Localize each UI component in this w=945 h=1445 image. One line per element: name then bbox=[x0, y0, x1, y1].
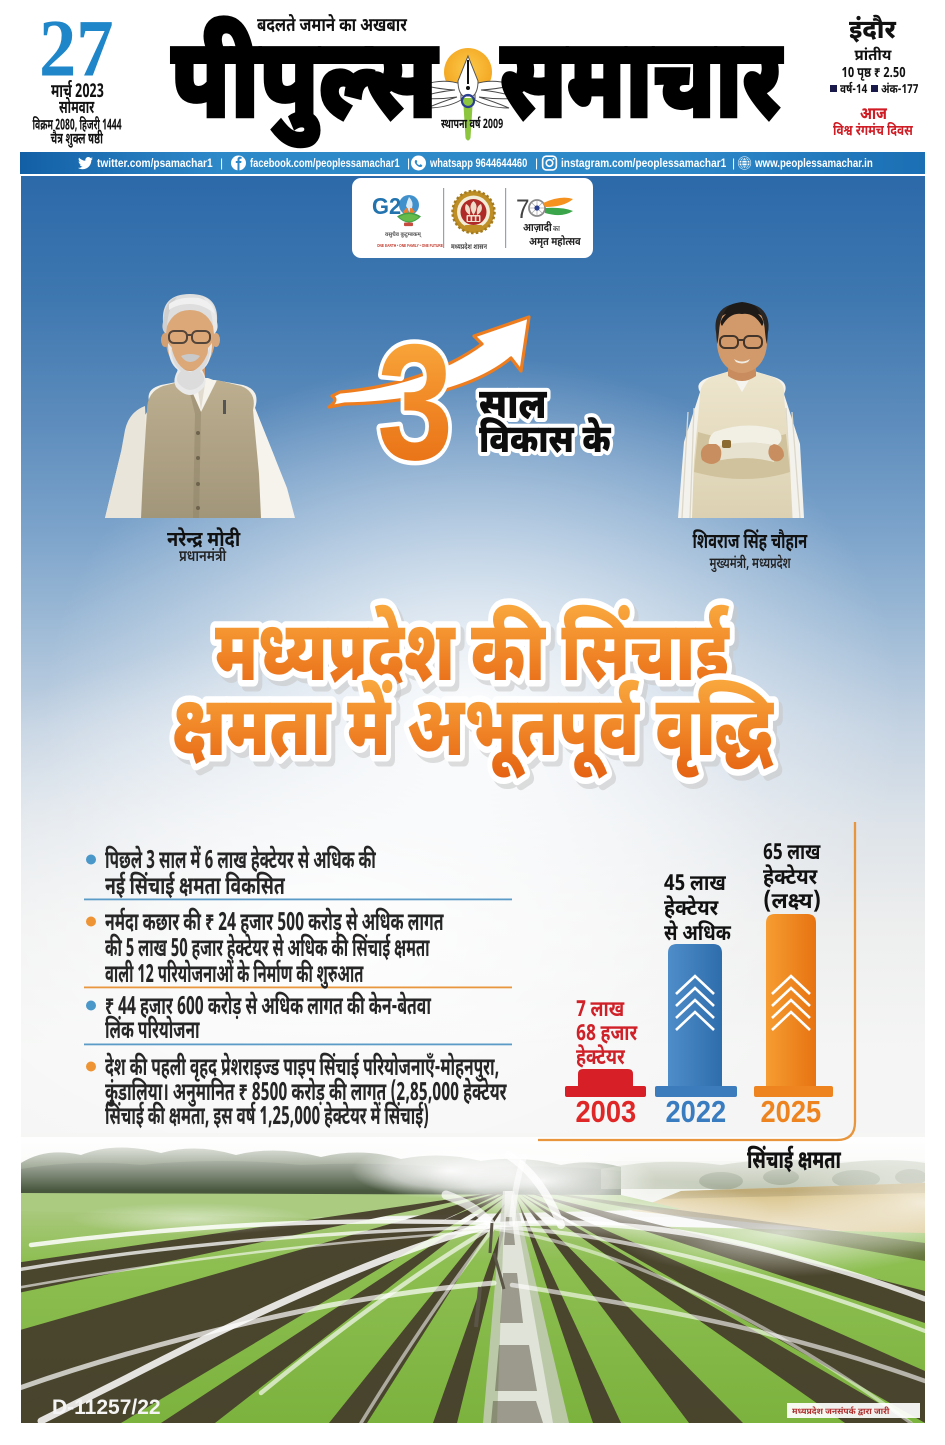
svg-text:नर्मदा कछार की ₹ 24 हजार 500 क: नर्मदा कछार की ₹ 24 हजार 500 करोड़ से अध… bbox=[105, 907, 444, 940]
svg-text:मध्यप्रदेश की सिंचाई: मध्यप्रदेश की सिंचाई bbox=[215, 604, 731, 715]
svg-text:समाचार: समाचार bbox=[500, 17, 784, 163]
svg-text:68 हजार: 68 हजार bbox=[576, 1021, 638, 1050]
svg-text:की 5 लाख 50 हजार हेक्टेयर से अ: की 5 लाख 50 हजार हेक्टेयर से अधिक की सिं… bbox=[105, 933, 430, 967]
svg-text:G2: G2 bbox=[372, 193, 401, 219]
svg-text:लिंक परियोजना: लिंक परियोजना bbox=[105, 1015, 200, 1049]
svg-text:वाली 12 परियोजनाओं के निर्माण: वाली 12 परियोजनाओं के निर्माण की शुरुआत bbox=[105, 959, 364, 993]
svg-text:मध्यप्रदेश जनसंपर्क द्वारा जार: मध्यप्रदेश जनसंपर्क द्वारा जारी bbox=[792, 1406, 890, 1418]
svg-text:प्रांतीय: प्रांतीय bbox=[855, 46, 892, 67]
svg-text:अमृत महोत्सव: अमृत महोत्सव bbox=[529, 234, 581, 250]
svg-text:क्षमता में अभूतपूर्व वृद्धि: क्षमता में अभूतपूर्व वृद्धि bbox=[177, 684, 779, 795]
svg-text:कुंडालिया। अनुमानित ₹ 8500 करो: कुंडालिया। अनुमानित ₹ 8500 करोड़ की लागत… bbox=[105, 1077, 507, 1111]
svg-text:पिछले 3 साल में 6 लाख हेक्टेयर: पिछले 3 साल में 6 लाख हेक्टेयर से अधिक क… bbox=[105, 845, 376, 879]
svg-text:विक्रम 2080, हिजरी 1444: विक्रम 2080, हिजरी 1444 bbox=[33, 116, 122, 136]
svg-text:मार्च 2023: मार्च 2023 bbox=[51, 79, 104, 105]
svg-text:स्थापना वर्ष 2009: स्थापना वर्ष 2009 bbox=[441, 116, 503, 133]
svg-text:प्रधानमंत्री: प्रधानमंत्री bbox=[179, 547, 227, 568]
svg-text:सिंचाई की क्षमता, इस वर्ष 1,25: सिंचाई की क्षमता, इस वर्ष 1,25,000 हेक्ट… bbox=[105, 1101, 429, 1135]
svg-text:10 पृष्ठ ₹ 2.50: 10 पृष्ठ ₹ 2.50 bbox=[842, 66, 906, 84]
svg-text:सिंचाई क्षमता: सिंचाई क्षमता bbox=[747, 1145, 841, 1178]
svg-text:साल: साल bbox=[479, 380, 547, 435]
svg-text:नरेन्द्र मोदी: नरेन्द्र मोदी bbox=[167, 527, 241, 556]
svg-text:से अधिक: से अधिक bbox=[664, 919, 732, 949]
svg-text:7: 7 bbox=[516, 195, 530, 224]
svg-text:का: का bbox=[553, 225, 561, 235]
svg-text:whatsapp 9644644460: whatsapp 9644644460 bbox=[429, 157, 527, 170]
svg-text:वर्ष-14: वर्ष-14 bbox=[840, 81, 868, 99]
svg-text:चैत्र शुक्ल षष्ठी: चैत्र शुक्ल षष्ठी bbox=[51, 129, 104, 151]
svg-text:₹ 44 हजार 600 करोड़ से अधिक ला: ₹ 44 हजार 600 करोड़ से अधिक लागत की केन-… bbox=[105, 991, 432, 1025]
svg-text:twitter.com/psamachar1: twitter.com/psamachar1 bbox=[97, 157, 213, 170]
svg-text:पीपुल्स: पीपुल्स bbox=[171, 16, 439, 162]
svg-text:हेक्टेयर: हेक्टेयर bbox=[664, 895, 719, 925]
svg-text:|: | bbox=[407, 156, 410, 170]
svg-text:|: | bbox=[220, 156, 223, 170]
svg-text:ONE EARTH • ONE FAMILY • ONE F: ONE EARTH • ONE FAMILY • ONE FUTURE bbox=[377, 244, 443, 248]
svg-text:हेक्टेयर: हेक्टेयर bbox=[763, 864, 818, 894]
svg-text:27: 27 bbox=[39, 2, 114, 93]
svg-text:instagram.com/peoplessamachar1: instagram.com/peoplessamachar1 bbox=[561, 157, 726, 170]
svg-text:65 लाख: 65 लाख bbox=[763, 840, 821, 869]
svg-text:मुख्यमंत्री, मध्यप्रदेश: मुख्यमंत्री, मध्यप्रदेश bbox=[710, 554, 791, 575]
svg-text:बदलते जमाने का अखबार: बदलते जमाने का अखबार bbox=[257, 13, 407, 40]
svg-text:अंक-177: अंक-177 bbox=[881, 82, 918, 99]
svg-text:विकास के: विकास के bbox=[479, 416, 611, 468]
svg-text:2003: 2003 bbox=[576, 1095, 637, 1129]
svg-text:देश की पहली वृहद प्रेशराइज्ड प: देश की पहली वृहद प्रेशराइज्ड पाइप सिंचाई… bbox=[105, 1052, 499, 1086]
svg-text:सोमवार: सोमवार bbox=[59, 96, 95, 121]
svg-text:2022: 2022 bbox=[666, 1095, 727, 1129]
svg-text:क्षमता में अभूतपूर्व वृद्धि: क्षमता में अभूतपूर्व वृद्धि bbox=[173, 679, 775, 790]
svg-text:वसुधैव कुटुम्बकम्: वसुधैव कुटुम्बकम् bbox=[385, 231, 422, 239]
svg-text:शिवराज सिंह चौहान: शिवराज सिंह चौहान bbox=[693, 528, 808, 557]
svg-text:|: | bbox=[535, 156, 538, 170]
svg-text:आज: आज bbox=[860, 105, 888, 127]
svg-text:www.peoplessamachar.in: www.peoplessamachar.in bbox=[754, 157, 873, 170]
svg-text:मध्यप्रदेश शासन: मध्यप्रदेश शासन bbox=[451, 242, 487, 252]
svg-text:मध्यप्रदेश की सिंचाई: मध्यप्रदेश की सिंचाई bbox=[219, 609, 735, 720]
svg-text:3: 3 bbox=[377, 311, 453, 495]
svg-text:45 लाख: 45 लाख bbox=[664, 872, 727, 900]
svg-text:विश्व रंगमंच दिवस: विश्व रंगमंच दिवस bbox=[833, 122, 913, 142]
svg-text:इंदौर: इंदौर bbox=[849, 15, 896, 50]
svg-text:2025: 2025 bbox=[761, 1095, 822, 1129]
svg-text:|: | bbox=[732, 156, 735, 170]
svg-text:हेक्टेयर: हेक्टेयर bbox=[576, 1044, 626, 1074]
svg-text:आज़ादी: आज़ादी bbox=[523, 220, 553, 236]
svg-text:D-11257/22: D-11257/22 bbox=[52, 1396, 161, 1419]
svg-text:7 लाख: 7 लाख bbox=[576, 997, 625, 1026]
svg-text:(लक्ष्य): (लक्ष्य) bbox=[763, 888, 821, 917]
svg-text:नई सिंचाई क्षमता विकसित: नई सिंचाई क्षमता विकसित bbox=[105, 871, 285, 905]
svg-text:facebook.com/peoplessamachar1: facebook.com/peoplessamachar1 bbox=[250, 157, 400, 170]
